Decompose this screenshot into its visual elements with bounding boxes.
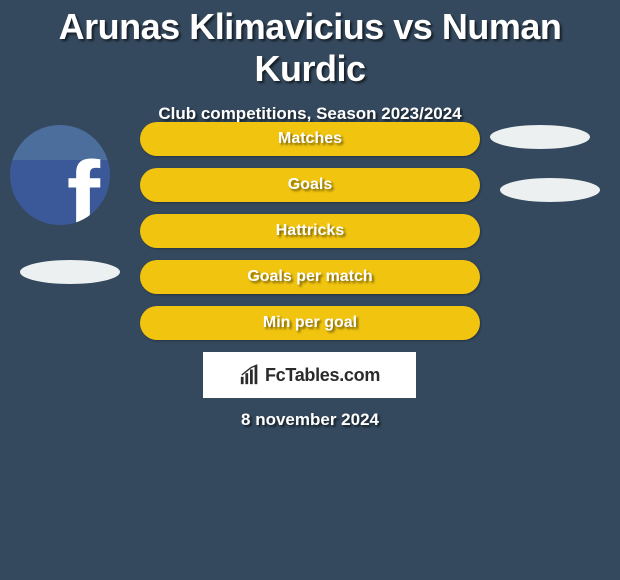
- stat-pill-goals: Goals: [140, 168, 480, 202]
- page-title: Arunas Klimavicius vs Numan Kurdic: [0, 0, 620, 90]
- shadow-ellipse-right-1: [490, 125, 590, 149]
- shadow-ellipse-left: [20, 260, 120, 284]
- branding-text: FcTables.com: [265, 365, 380, 386]
- stat-pill-hattricks: Hattricks: [140, 214, 480, 248]
- branding-box[interactable]: FcTables.com: [203, 352, 416, 398]
- page-subtitle: Club competitions, Season 2023/2024: [0, 104, 620, 124]
- stats-container: Matches Goals Hattricks Goals per match …: [140, 122, 480, 352]
- stat-label: Goals: [288, 176, 332, 194]
- player-avatar-left: [10, 125, 110, 225]
- stat-label: Goals per match: [247, 268, 372, 286]
- stat-pill-goals-per-match: Goals per match: [140, 260, 480, 294]
- stat-label: Hattricks: [276, 222, 344, 240]
- stat-pill-matches: Matches: [140, 122, 480, 156]
- shadow-ellipse-right-2: [500, 178, 600, 202]
- footer-date: 8 november 2024: [0, 410, 620, 430]
- chart-icon: [239, 364, 261, 386]
- stat-label: Min per goal: [263, 314, 357, 332]
- stat-label: Matches: [278, 130, 342, 148]
- stat-pill-min-per-goal: Min per goal: [140, 306, 480, 340]
